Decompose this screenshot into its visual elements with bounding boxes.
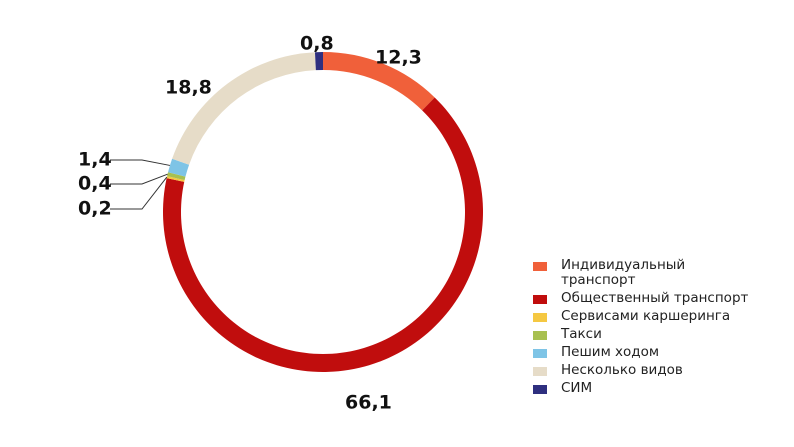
value-label: 1,4 (78, 149, 112, 171)
legend-swatch (533, 385, 547, 394)
donut-segment (314, 52, 323, 71)
legend-swatch (533, 331, 547, 340)
legend-item: Сервисами каршеринга (533, 309, 748, 324)
legend-label: Такси (561, 326, 602, 342)
legend-label: Несколько видов (561, 362, 683, 378)
legend-swatch (533, 367, 547, 376)
legend-swatch (533, 313, 547, 322)
legend-item: Пешим ходом (533, 345, 748, 360)
donut-segment (323, 52, 435, 111)
value-label: 0,8 (300, 33, 334, 55)
donut-segment (163, 97, 483, 372)
legend-item: СИМ (533, 381, 748, 396)
value-label: 0,4 (78, 173, 112, 195)
donut-segment (166, 176, 185, 182)
legend-label: Пешим ходом (561, 344, 660, 360)
value-label: 12,3 (375, 47, 422, 69)
leader-line (110, 159, 171, 166)
value-label: 18,8 (165, 77, 212, 99)
legend-label: СИМ (561, 380, 593, 396)
legend-swatch (533, 295, 547, 304)
leader-line (110, 173, 168, 185)
legend-item: Несколько видов (533, 363, 748, 378)
leader-line (110, 176, 168, 210)
donut-segment (167, 172, 186, 181)
legend-swatch (533, 349, 547, 358)
legend-swatch (533, 262, 547, 271)
legend-item: Такси (533, 327, 748, 342)
value-label: 0,2 (78, 198, 112, 220)
legend-label: Общественный транспорт (561, 290, 749, 306)
legend-item: Индивидуальный транспорт (533, 258, 748, 288)
legend-label: Сервисами каршеринга (561, 308, 731, 324)
legend-label: Индивидуальный транспорт (561, 257, 686, 288)
donut-segment (168, 158, 190, 177)
legend: Индивидуальный транспорт Общественный тра… (533, 258, 748, 399)
legend-item: Общественный транспорт (533, 291, 748, 306)
value-label: 66,1 (345, 392, 392, 414)
donut-segment (172, 52, 316, 165)
